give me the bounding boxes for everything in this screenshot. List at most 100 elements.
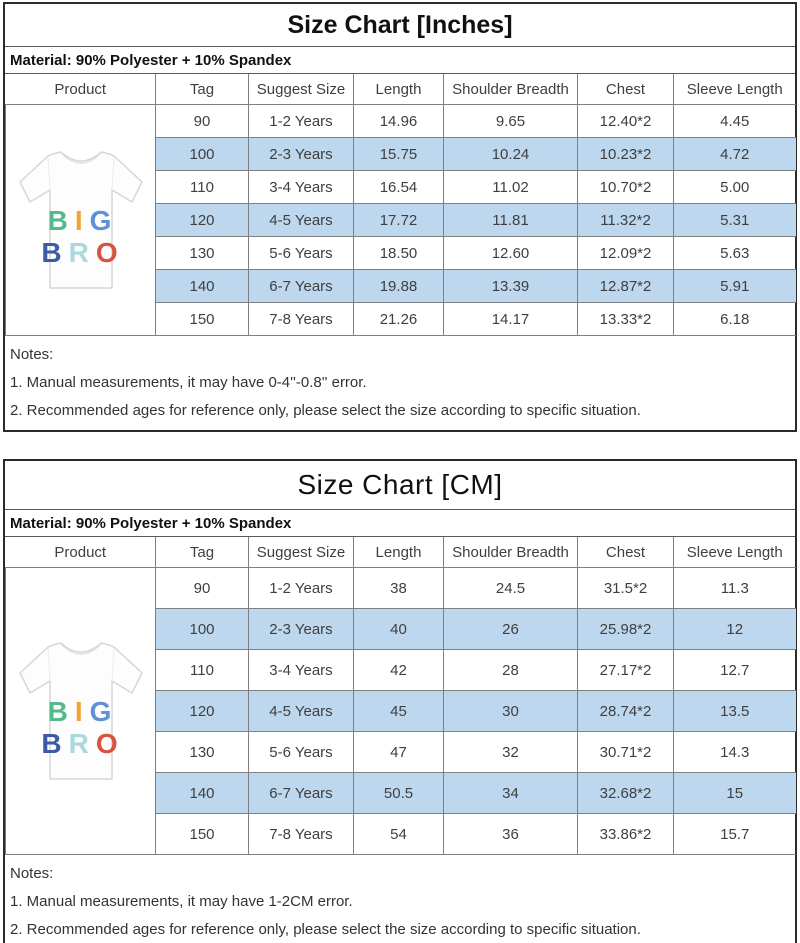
shoulder-cell: 36 (443, 813, 578, 855)
tshirt-left-sleeve-seam (47, 156, 50, 191)
letter-b1: B (47, 205, 70, 236)
chest-cell: 28.74*2 (577, 690, 674, 732)
suggest-size-cell: 6-7 Years (248, 772, 354, 814)
table-row: 140 6-7 Years 50.5 34 32.68*2 15 (6, 772, 796, 814)
tshirt-left-sleeve-seam (47, 647, 50, 682)
shoulder-cell: 14.17 (443, 302, 578, 336)
length-cell: 50.5 (353, 772, 444, 814)
letter-r: R (68, 237, 91, 268)
letter-i: I (74, 696, 85, 727)
size-table-inches: Product Tag Suggest Size Length Shoulder… (5, 74, 796, 336)
suggest-size-cell: 2-3 Years (248, 137, 354, 171)
col-header-chest: Chest (577, 74, 674, 105)
shoulder-cell: 9.65 (443, 104, 578, 138)
col-header-product: Product (5, 74, 156, 105)
sleeve-cell: 5.00 (673, 170, 796, 204)
sleeve-cell: 11.3 (673, 567, 796, 609)
table-row: 150 7-8 Years 21.26 14.17 13.33*2 6.18 (6, 302, 796, 336)
tag-cell: 110 (155, 649, 249, 691)
tag-cell: 110 (155, 170, 249, 204)
shoulder-cell: 11.02 (443, 170, 578, 204)
sleeve-cell: 5.91 (673, 269, 796, 303)
tag-cell: 140 (155, 772, 249, 814)
cm-material-line: Material: 90% Polyester + 10% Spandex (5, 510, 795, 537)
tag-cell: 150 (155, 302, 249, 336)
suggest-size-cell: 7-8 Years (248, 813, 354, 855)
table-row: 130 5-6 Years 18.50 12.60 12.09*2 5.63 (6, 236, 796, 270)
suggest-size-cell: 2-3 Years (248, 608, 354, 650)
letter-b2: B (41, 728, 64, 759)
suggest-size-cell: 1-2 Years (248, 567, 354, 609)
suggest-size-cell: 4-5 Years (248, 690, 354, 732)
sleeve-cell: 15 (673, 772, 796, 814)
shoulder-cell: 10.24 (443, 137, 578, 171)
chest-cell: 31.5*2 (577, 567, 674, 609)
sleeve-cell: 15.7 (673, 813, 796, 855)
tag-cell: 100 (155, 608, 249, 650)
chest-cell: 10.70*2 (577, 170, 674, 204)
section-gap (0, 432, 800, 459)
table-row: 120 4-5 Years 45 30 28.74*2 13.5 (6, 690, 796, 732)
size-chart-cm-section: Size Chart [CM] Material: 90% Polyester … (3, 459, 797, 943)
col-header-length: Length (353, 74, 444, 105)
chest-cell: 13.33*2 (577, 302, 674, 336)
length-cell: 18.50 (353, 236, 444, 270)
length-cell: 17.72 (353, 203, 444, 237)
sleeve-cell: 6.18 (673, 302, 796, 336)
suggest-size-cell: 6-7 Years (248, 269, 354, 303)
col-header-sleeve-length: Sleeve Length (673, 74, 796, 105)
length-cell: 19.88 (353, 269, 444, 303)
letter-g: G (89, 205, 114, 236)
letter-o: O (95, 728, 120, 759)
suggest-size-cell: 7-8 Years (248, 302, 354, 336)
tshirt-collar (59, 643, 102, 655)
col-header-sleeve-length: Sleeve Length (673, 537, 796, 568)
note-1: 1. Manual measurements, it may have 0-4'… (10, 373, 367, 391)
notes-label: Notes: (10, 864, 54, 882)
length-cell: 14.96 (353, 104, 444, 138)
table-row: 110 3-4 Years 42 28 27.17*2 12.7 (6, 649, 796, 691)
length-cell: 15.75 (353, 137, 444, 171)
letter-b2: B (41, 237, 64, 268)
tag-cell: 90 (155, 567, 249, 609)
table-row: 140 6-7 Years 19.88 13.39 12.87*2 5.91 (6, 269, 796, 303)
tshirt-collar (59, 152, 102, 164)
col-header-shoulder-breadth: Shoulder Breadth (443, 537, 578, 568)
cm-notes: Notes: 1. Manual measurements, it may ha… (5, 855, 795, 943)
shoulder-cell: 34 (443, 772, 578, 814)
chest-cell: 30.71*2 (577, 731, 674, 773)
shoulder-cell: 12.60 (443, 236, 578, 270)
chest-cell: 12.09*2 (577, 236, 674, 270)
size-table-cm: Product Tag Suggest Size Length Shoulder… (5, 537, 796, 855)
suggest-size-cell: 5-6 Years (248, 236, 354, 270)
inches-notes: Notes: 1. Manual measurements, it may ha… (5, 336, 795, 430)
table-row: 100 2-3 Years 15.75 10.24 10.23*2 4.72 (6, 137, 796, 171)
length-cell: 45 (353, 690, 444, 732)
header-row: Product Tag Suggest Size Length Shoulder… (5, 537, 796, 568)
chest-cell: 32.68*2 (577, 772, 674, 814)
tag-cell: 130 (155, 236, 249, 270)
col-header-suggest-size: Suggest Size (248, 537, 354, 568)
suggest-size-cell: 3-4 Years (248, 170, 354, 204)
tag-cell: 90 (155, 104, 249, 138)
chest-cell: 10.23*2 (577, 137, 674, 171)
sleeve-cell: 12 (673, 608, 796, 650)
letter-g: G (89, 696, 114, 727)
length-cell: 47 (353, 731, 444, 773)
chest-cell: 12.40*2 (577, 104, 674, 138)
tag-cell: 100 (155, 137, 249, 171)
tag-cell: 120 (155, 690, 249, 732)
col-header-product: Product (5, 537, 156, 568)
table-row: 150 7-8 Years 54 36 33.86*2 15.7 (6, 813, 796, 855)
tshirt-right-sleeve-seam (111, 647, 114, 682)
sleeve-cell: 5.63 (673, 236, 796, 270)
sleeve-cell: 12.7 (673, 649, 796, 691)
shoulder-cell: 11.81 (443, 203, 578, 237)
